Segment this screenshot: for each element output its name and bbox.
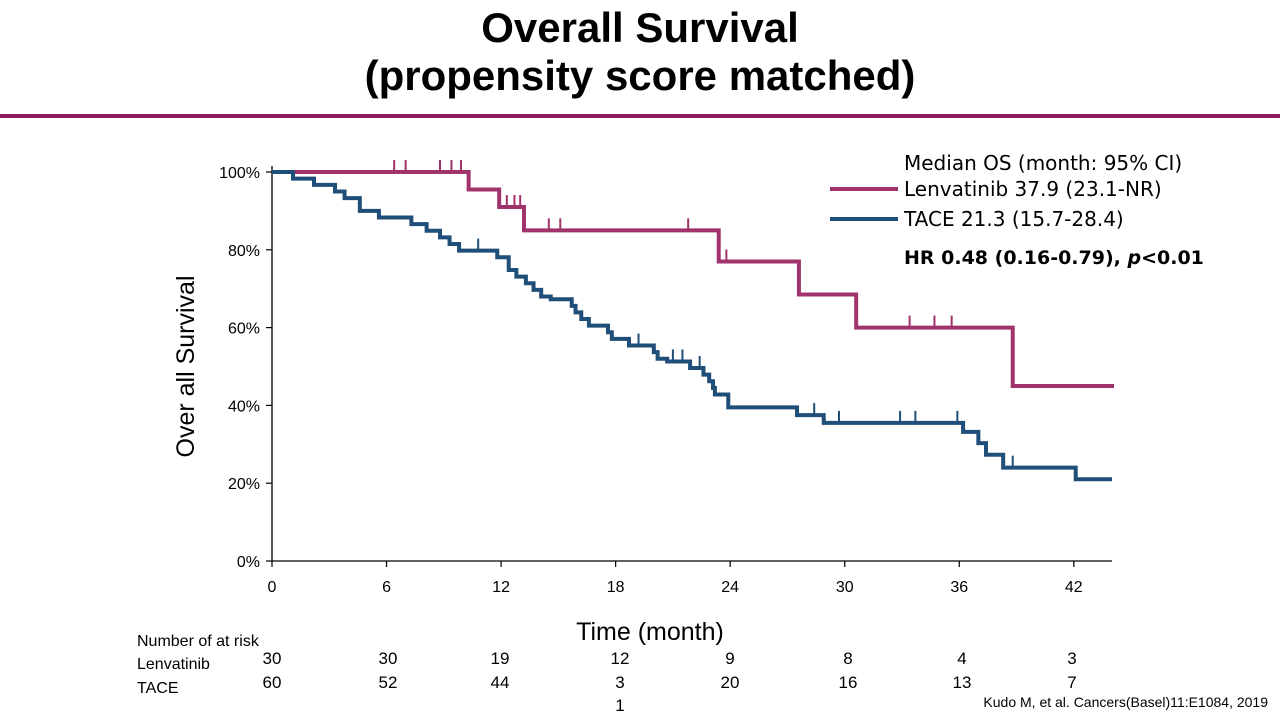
x-tick-label: 24: [721, 579, 739, 596]
at-risk-value: 9: [725, 649, 734, 668]
lenvatinib-legend-label: Lenvatinib 37.9 (23.1-NR): [904, 177, 1162, 201]
hazard-ratio-text: HR 0.48 (0.16-0.79), p<0.01: [904, 247, 1204, 269]
x-tick-label: 42: [1065, 579, 1083, 596]
at-risk-value: 19: [491, 649, 510, 668]
y-tick-label: 0%: [237, 554, 260, 571]
x-axis-title: Time (month): [576, 618, 724, 646]
citation: Kudo M, et al. Cancers(Basel)11:E1084, 2…: [983, 694, 1268, 710]
at-risk-table: Number of at risk Lenvatinib 30 30 19 12 9 8 4 3 T…: [137, 633, 1077, 715]
at-risk-value: 7: [1067, 673, 1076, 692]
x-tick-label: 36: [950, 579, 968, 596]
y-tick-label: 100%: [219, 165, 260, 182]
at-risk-value: 52: [379, 673, 398, 692]
title-divider: [0, 114, 1280, 118]
x-tick-label: 12: [492, 579, 510, 596]
legend-header: Median OS (month: 95% CI): [904, 151, 1182, 175]
at-risk-row-label: TACE: [137, 680, 178, 697]
lenvatinib-survival-curve: [272, 170, 1114, 388]
chart-curves: [272, 160, 1114, 482]
p-label: p: [1126, 247, 1141, 269]
at-risk-value: 16: [839, 673, 858, 692]
tace-survival-curve: [272, 170, 1112, 482]
tace-legend-label: TACE 21.3 (15.7-28.4): [903, 207, 1124, 231]
y-tick-label: 40%: [228, 398, 260, 415]
y-tick-label: 60%: [228, 321, 260, 338]
at-risk-value: 30: [263, 649, 282, 668]
title-line-1: Overall Survival: [481, 4, 799, 51]
at-risk-extra-value: 1: [615, 696, 624, 715]
at-risk-value: 12: [611, 649, 630, 668]
y-axis-title: Over all Survival: [172, 276, 200, 458]
at-risk-row-label: Lenvatinib: [137, 656, 210, 673]
at-risk-value: 3: [1067, 649, 1076, 668]
at-risk-title: Number of at risk: [137, 633, 260, 650]
title-line-2: (propensity score matched): [364, 52, 916, 99]
at-risk-value: 30: [379, 649, 398, 668]
x-tick-label: 0: [268, 579, 277, 596]
at-risk-value: 8: [843, 649, 852, 668]
x-tick-label: 30: [836, 579, 854, 596]
at-risk-value: 13: [953, 673, 972, 692]
p-value: <0.01: [1141, 247, 1204, 269]
chart-legend: Median OS (month: 95% CI)Lenvatinib 37.9…: [830, 151, 1204, 269]
at-risk-value: 3: [615, 673, 624, 692]
x-tick-label: 6: [382, 579, 391, 596]
x-tick-label: 18: [607, 579, 625, 596]
at-risk-value: 60: [263, 673, 282, 692]
slide-title: Overall Survival (propensity score match…: [0, 4, 1280, 100]
y-tick-label: 20%: [228, 476, 260, 493]
chart-axes: 0% 20% 40% 60% 80% 100% 0 6 12 18 24 30 36 42 Over all…: [172, 165, 1112, 646]
at-risk-value: 44: [491, 673, 510, 692]
at-risk-value: 20: [721, 673, 740, 692]
hazard-ratio-value: HR 0.48 (0.16-0.79),: [904, 247, 1127, 269]
at-risk-value: 4: [957, 649, 966, 668]
y-tick-label: 80%: [228, 243, 260, 260]
